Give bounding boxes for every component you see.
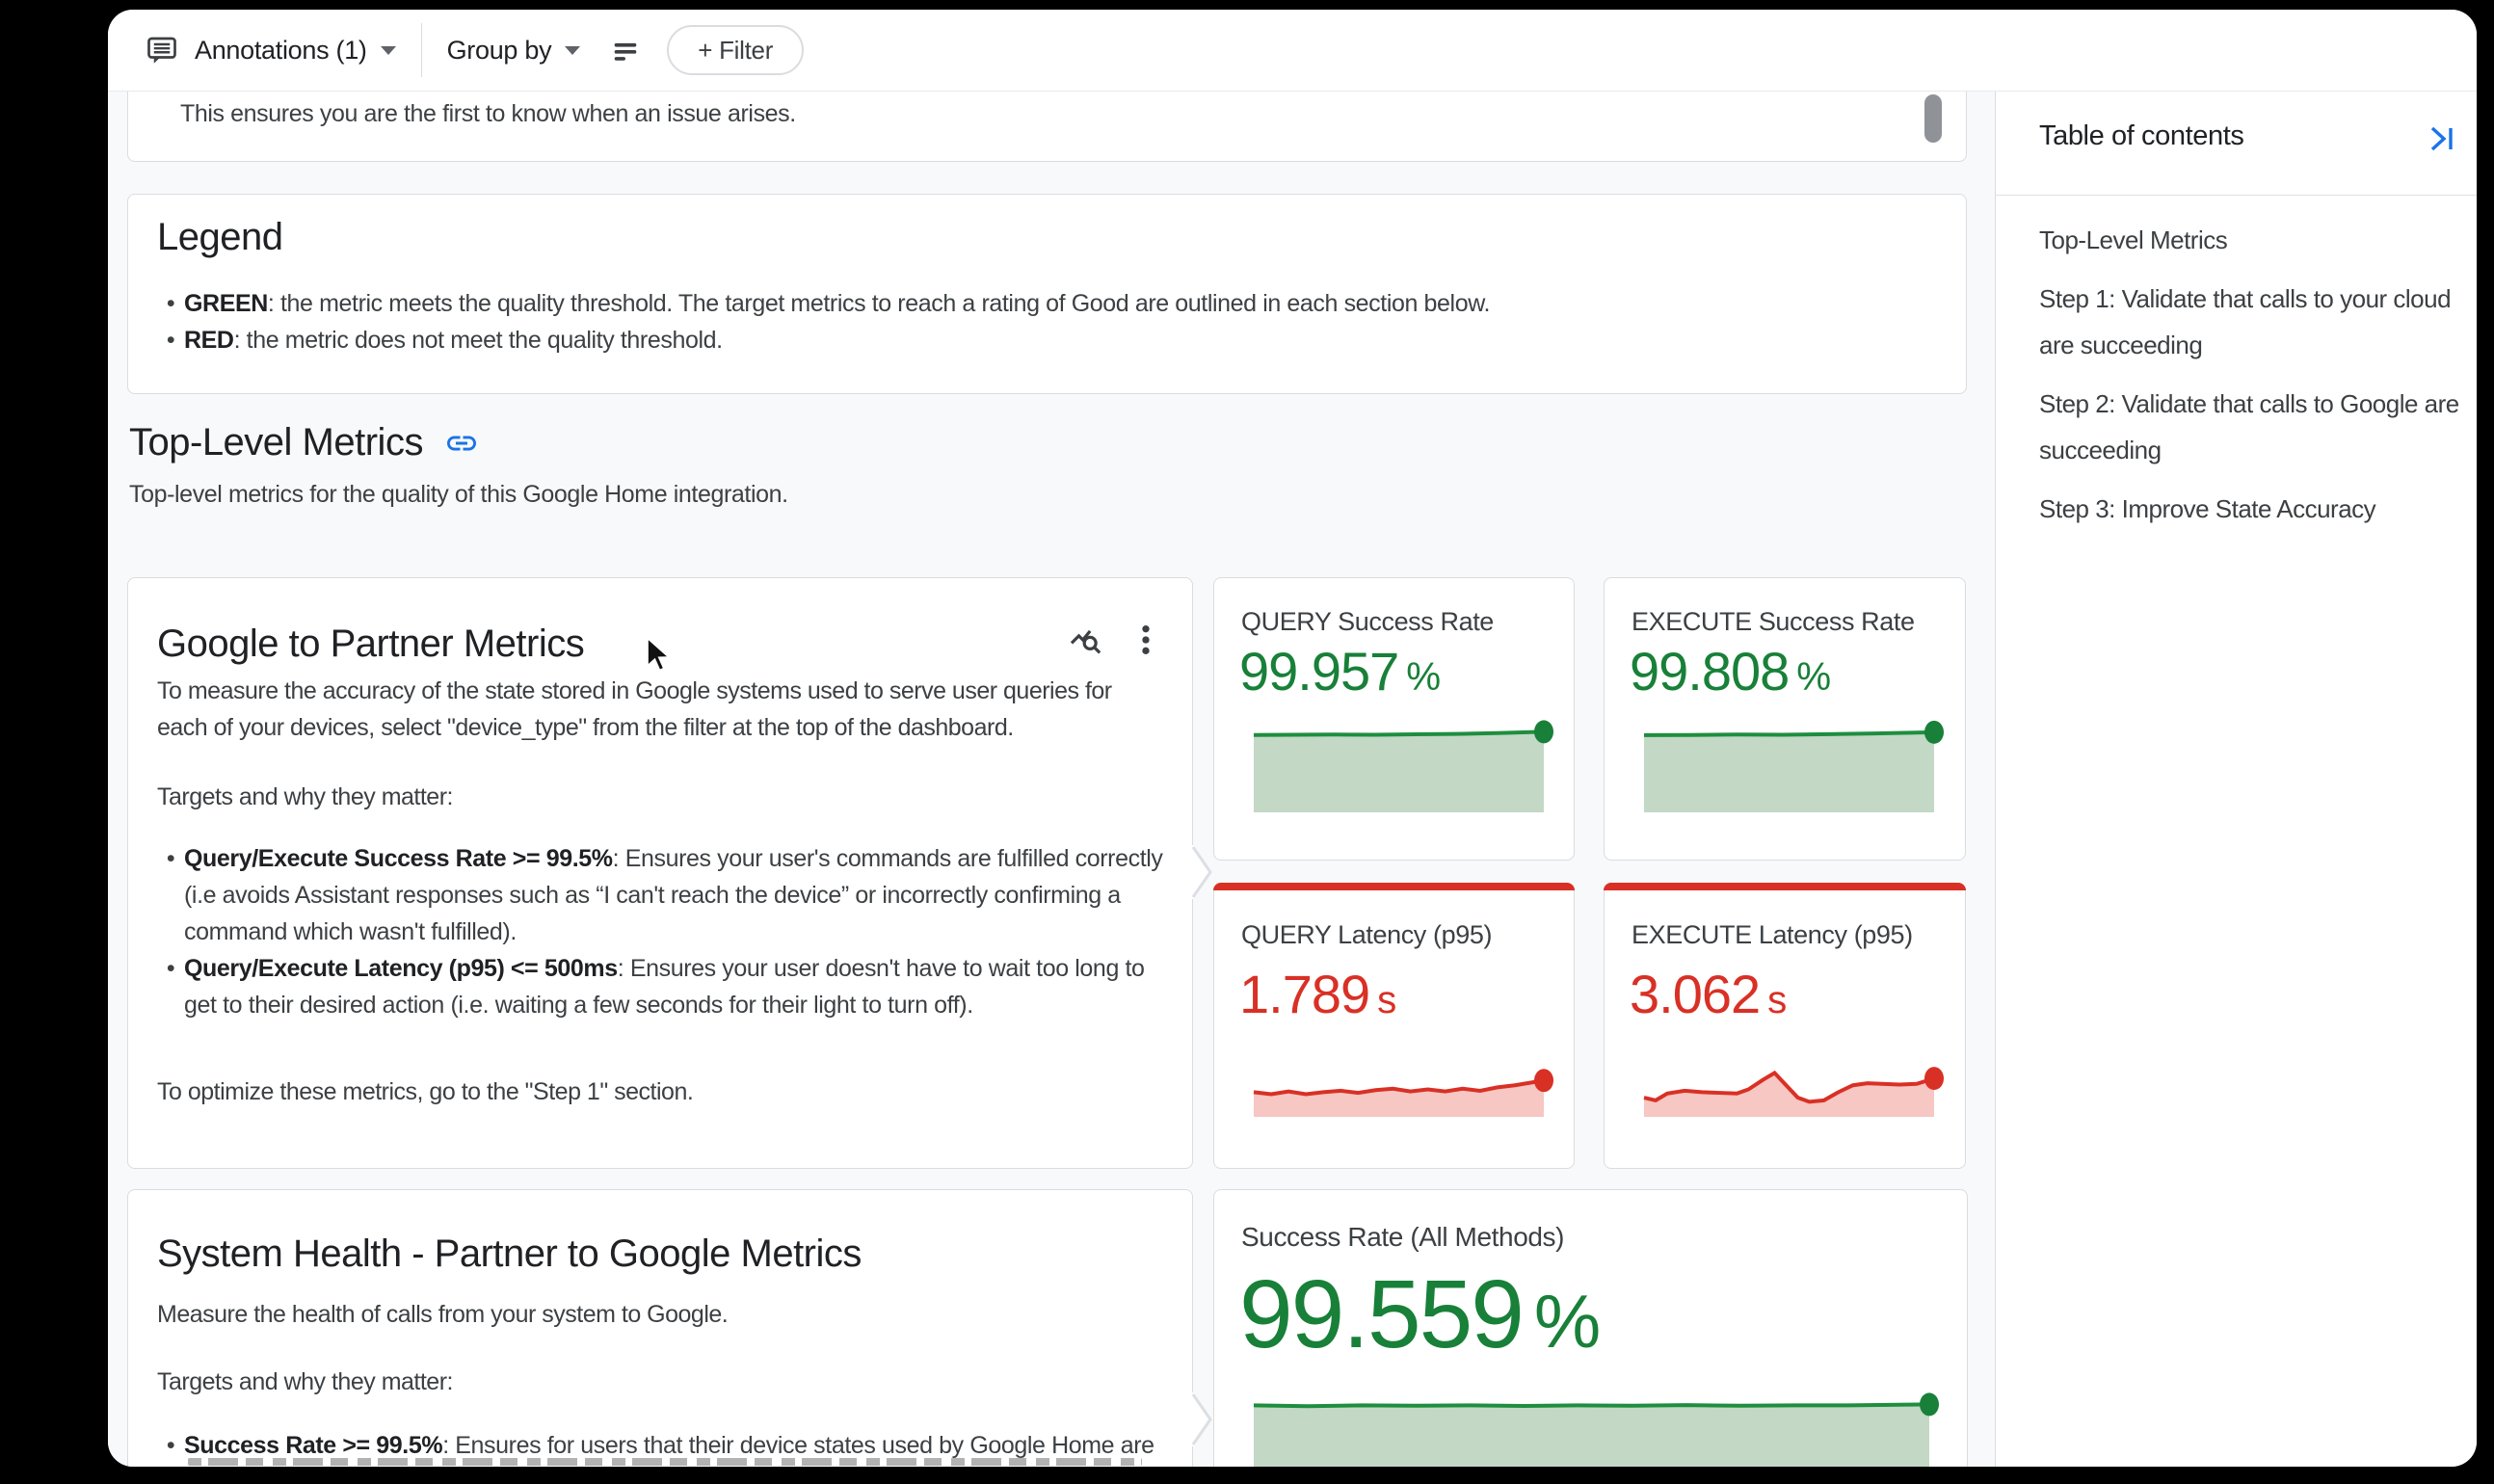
g2p-title: Google to Partner Metrics bbox=[157, 623, 585, 665]
query-latency-tile[interactable]: QUERY Latency (p95) 1.789 s bbox=[1213, 883, 1575, 1169]
tile-status-bar bbox=[1213, 883, 1575, 890]
collapse-panel-icon[interactable] bbox=[2428, 124, 2456, 153]
tile-title: EXECUTE Latency (p95) bbox=[1632, 920, 1913, 949]
legend-red-term: RED bbox=[184, 327, 234, 354]
query-success-rate-tile[interactable]: QUERY Success Rate 99.957% bbox=[1213, 577, 1575, 861]
execute-success-rate-tile[interactable]: EXECUTE Success Rate 99.808% bbox=[1604, 577, 1966, 861]
legend-green-term: GREEN bbox=[184, 290, 268, 317]
metrics-explorer-icon[interactable] bbox=[1067, 621, 1105, 659]
system-health-card: System Health - Partner to Google Metric… bbox=[127, 1189, 1193, 1467]
dashboard-toolbar: Annotations (1) Group by + Filter bbox=[108, 10, 2477, 92]
g2p-footer: To optimize these metrics, go to the "St… bbox=[157, 1078, 694, 1105]
table-of-contents-panel: Table of contents Top-Level Metrics Step… bbox=[1995, 92, 2477, 1467]
dashboard-window: Annotations (1) Group by + Filter This e… bbox=[108, 10, 2477, 1467]
tile-value: 1.789 s bbox=[1239, 964, 1396, 1024]
toc-divider bbox=[1996, 195, 2477, 196]
system-health-bullet: • Success Rate >= 99.5%: Ensures for use… bbox=[166, 1432, 1154, 1459]
chevron-down-icon bbox=[565, 45, 581, 55]
execute-latency-sparkline bbox=[1643, 1062, 1944, 1117]
g2p-bullet-list: • Query/Execute Success Rate >= 99.5%: E… bbox=[157, 840, 1165, 1023]
toc-item-step-3[interactable]: Step 3: Improve State Accuracy bbox=[2039, 494, 2376, 523]
tile-title: QUERY Success Rate bbox=[1241, 607, 1494, 636]
top-level-metrics-heading-row: Top-Level Metrics bbox=[129, 421, 479, 464]
query-success-sparkline bbox=[1253, 720, 1553, 812]
tile-title: EXECUTE Success Rate bbox=[1632, 607, 1915, 636]
toc-item-step-1[interactable]: Step 1: Validate that calls to your clou… bbox=[2039, 284, 2452, 359]
system-health-description: Measure the health of calls from your sy… bbox=[157, 1301, 729, 1328]
filter-list-icon[interactable] bbox=[609, 34, 642, 66]
group-by-label: Group by bbox=[446, 35, 552, 65]
execute-latency-tile[interactable]: EXECUTE Latency (p95) 3.062 s bbox=[1604, 883, 1966, 1169]
legend-red-desc: : the metric does not meet the quality t… bbox=[233, 327, 723, 354]
group-by-dropdown[interactable]: Group by bbox=[447, 36, 581, 66]
all-methods-sparkline bbox=[1253, 1392, 1939, 1467]
section-title: Top-Level Metrics bbox=[129, 421, 423, 464]
toc-title: Table of contents bbox=[2039, 120, 2244, 151]
section-description: Top-level metrics for the quality of thi… bbox=[129, 481, 788, 508]
legend-list: • GREEN: the metric meets the quality th… bbox=[157, 285, 1491, 358]
toc-item-top-level-metrics[interactable]: Top-Level Metrics bbox=[2039, 225, 2228, 254]
legend-item-red: • RED: the metric does not meet the qual… bbox=[166, 327, 723, 354]
g2p-intro: To measure the accuracy of the state sto… bbox=[157, 677, 1112, 741]
annotation-icon bbox=[145, 33, 179, 67]
legend-title: Legend bbox=[157, 216, 283, 258]
legend-item-green: • GREEN: the metric meets the quality th… bbox=[166, 290, 1491, 317]
tile-title: QUERY Latency (p95) bbox=[1241, 920, 1493, 949]
clipped-text-line bbox=[188, 1458, 1142, 1466]
tile-value: 99.808% bbox=[1630, 641, 1831, 702]
annotations-dropdown[interactable]: Annotations (1) bbox=[145, 33, 396, 67]
dashboard-main-area: This ensures you are the first to know w… bbox=[108, 92, 1995, 1467]
g2p-bullet-latency: • Query/Execute Latency (p95) <= 500ms: … bbox=[166, 955, 1145, 1019]
notice-card-scrollbar[interactable] bbox=[1924, 94, 1942, 143]
system-health-targets-label: Targets and why they matter: bbox=[157, 1368, 453, 1395]
query-latency-sparkline bbox=[1253, 1062, 1553, 1117]
legend-green-desc: : the metric meets the quality threshold… bbox=[267, 290, 1491, 317]
more-vert-icon[interactable] bbox=[1127, 621, 1165, 659]
panel-resize-chevron[interactable] bbox=[1188, 845, 1215, 899]
tile-value: 3.062 s bbox=[1630, 964, 1787, 1024]
annotations-label: Annotations (1) bbox=[195, 35, 367, 65]
all-methods-title: Success Rate (All Methods) bbox=[1241, 1222, 1565, 1252]
mouse-cursor bbox=[644, 635, 677, 675]
legend-card: Legend • GREEN: the metric meets the qua… bbox=[127, 194, 1967, 394]
toc-item-list: Top-Level Metrics Step 1: Validate that … bbox=[2039, 217, 2477, 544]
tile-status-bar bbox=[1604, 883, 1966, 890]
google-to-partner-card: Google to Partner Metrics To measure the… bbox=[127, 577, 1193, 1169]
add-filter-label: + Filter bbox=[698, 35, 774, 65]
g2p-card-actions bbox=[1067, 621, 1165, 659]
add-filter-button[interactable]: + Filter bbox=[667, 25, 805, 75]
g2p-bullet-success-rate: • Query/Execute Success Rate >= 99.5%: E… bbox=[166, 845, 1163, 945]
all-methods-success-tile[interactable]: Success Rate (All Methods) 99.559% bbox=[1213, 1189, 1968, 1467]
notice-text: This ensures you are the first to know w… bbox=[180, 100, 796, 127]
execute-success-sparkline bbox=[1643, 720, 1944, 812]
system-health-title: System Health - Partner to Google Metric… bbox=[157, 1232, 862, 1275]
tile-value: 99.957% bbox=[1239, 641, 1441, 702]
toolbar-separator bbox=[420, 23, 422, 77]
all-methods-value: 99.559% bbox=[1239, 1260, 1601, 1368]
g2p-targets-label: Targets and why they matter: bbox=[157, 783, 453, 810]
toc-item-step-2[interactable]: Step 2: Validate that calls to Google ar… bbox=[2039, 389, 2459, 464]
panel-resize-chevron[interactable] bbox=[1188, 1392, 1215, 1446]
chevron-down-icon bbox=[380, 45, 396, 55]
alerting-notice-card: This ensures you are the first to know w… bbox=[127, 92, 1967, 162]
section-link-icon[interactable] bbox=[444, 426, 479, 461]
